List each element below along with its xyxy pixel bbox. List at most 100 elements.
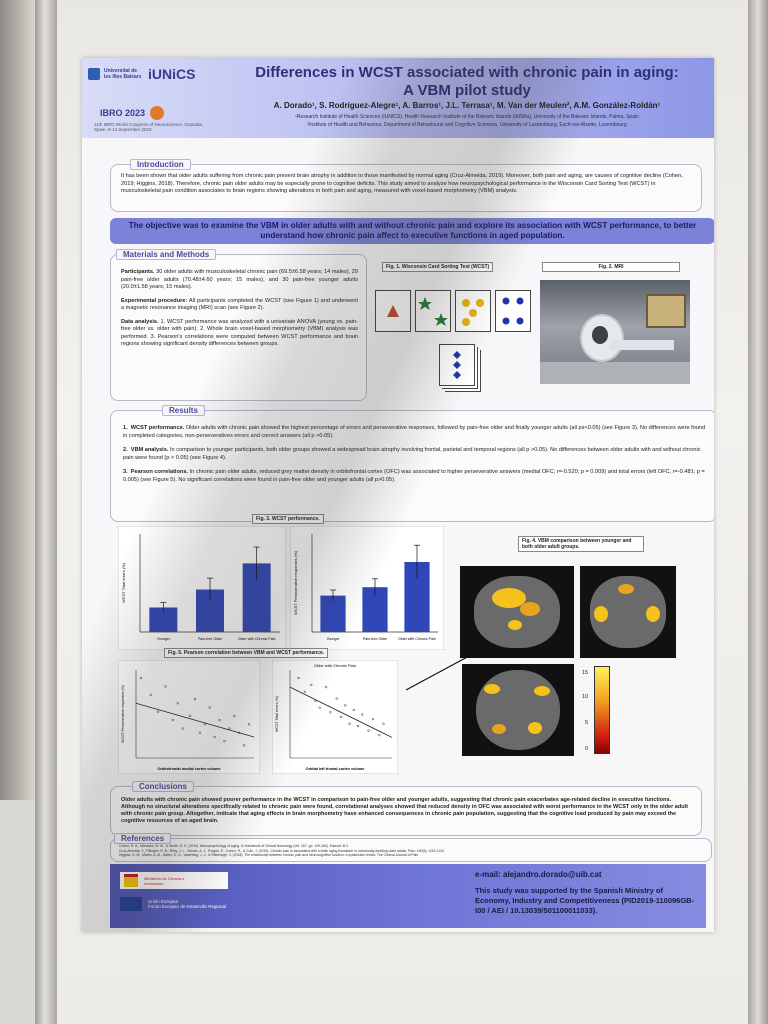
board-frame-right bbox=[748, 0, 768, 1024]
fig5-scatter-left-ofc: Older with Chronic Pain Orbital left fron… bbox=[272, 660, 398, 774]
congress-subtitle: 11th IBRO World Congress of Neuroscience… bbox=[94, 122, 204, 132]
conclusions-box: Older adults with chronic pain showed po… bbox=[110, 786, 702, 836]
x-tick-label: Younger bbox=[157, 637, 171, 641]
vbm-colorbar bbox=[594, 666, 610, 754]
eu-label: Unión Europea bbox=[148, 899, 179, 904]
x-tick-label: Pain-free Older bbox=[198, 637, 223, 641]
methods-heading: Materials and Methods bbox=[116, 249, 217, 260]
reference-item: Cohen, R. A., Marsiske, M. M., & Smith, … bbox=[119, 844, 349, 848]
chart-title: Older with Chronic Pain bbox=[314, 663, 356, 668]
x-tick-label: Pain-free Older bbox=[363, 637, 388, 641]
scatter-point bbox=[149, 693, 152, 696]
scatter-point bbox=[371, 717, 375, 721]
scatter-point bbox=[310, 683, 313, 687]
fig5-caption: Fig. 5. Pearson correlation between VBM … bbox=[164, 648, 329, 658]
y-axis-label: WCST Total errors (%) bbox=[275, 696, 279, 732]
wcst-card-3 bbox=[455, 290, 491, 332]
scatter-point bbox=[367, 729, 370, 732]
wcst-deck-back bbox=[439, 344, 475, 386]
scatter-point bbox=[198, 731, 202, 734]
methods-box: Participants. 30 older adults with muscu… bbox=[110, 254, 367, 401]
authors: A. Dorado¹, S. Rodríguez-Alegre¹, A. Bar… bbox=[273, 101, 661, 110]
x-axis-label: Orbital left frontal cortex volume bbox=[306, 767, 365, 771]
board-frame-left bbox=[35, 0, 57, 1024]
scatter-point bbox=[378, 733, 381, 737]
result1-text: Older adults with chronic pain showed th… bbox=[123, 425, 706, 439]
trend-line bbox=[135, 702, 255, 738]
result1-label: WCST performance. bbox=[130, 425, 185, 431]
poster-title: Differences in WCST associated with chro… bbox=[255, 64, 679, 99]
introduction-text: It has been shown that older adults suff… bbox=[121, 173, 683, 194]
fig3-bar-chart-total-errors: WCST Total errors (%) Younger Pain-free Ol… bbox=[118, 526, 286, 650]
result3-label: Pearson correlations. bbox=[130, 469, 188, 475]
poster-footer: Ministerio de Ciencia e Innovación Unión… bbox=[110, 864, 706, 928]
result2-text: In comparison to younger participants, b… bbox=[123, 447, 701, 461]
scatter-point bbox=[344, 704, 347, 707]
colorbar-tick: 15 bbox=[582, 670, 589, 676]
scatter-point bbox=[335, 697, 338, 700]
affiliations: ¹Research Institute of Health Sciences (… bbox=[295, 114, 639, 128]
wcst-card-2 bbox=[415, 290, 451, 332]
fig1-caption: Fig. 1. Wisconsin Card Sorting Test (WCS… bbox=[382, 262, 494, 272]
spain-flag-icon bbox=[124, 874, 138, 887]
x-tick-label: Younger bbox=[326, 637, 340, 641]
result3-text: In chronic pain older adults, reduced gr… bbox=[123, 469, 705, 483]
scatter-point bbox=[243, 744, 246, 747]
introduction-heading: Introduction bbox=[130, 159, 191, 170]
fig4-caption: Fig. 4. VBM comparison between younger a… bbox=[518, 536, 644, 552]
scatter-point bbox=[208, 706, 211, 709]
analysis-text: 1. WCST performance was analyzed with a … bbox=[121, 318, 358, 348]
scatter-point bbox=[223, 740, 226, 743]
scatter-point bbox=[339, 715, 343, 719]
x-tick-label: Older with Chronic Pain bbox=[238, 637, 276, 641]
y-axis-label: WCST Perseverative responses (%) bbox=[121, 685, 125, 743]
ibro-emblem-icon bbox=[150, 106, 165, 120]
colorbar-tick: 5 bbox=[585, 720, 589, 726]
ministry-name: Ministerio de Ciencia e Innovación bbox=[144, 875, 185, 886]
bar bbox=[320, 595, 346, 632]
eu-flag-icon bbox=[120, 897, 142, 911]
scatter-point bbox=[193, 697, 197, 701]
scatter-point bbox=[203, 723, 206, 726]
fig2-caption: Fig. 2. MRI bbox=[542, 262, 680, 272]
colorbar-tick: 10 bbox=[582, 694, 589, 700]
conclusions-text: Older adults with chronic pain showed po… bbox=[121, 797, 688, 824]
scatter-point bbox=[139, 676, 143, 680]
eu-fund-label: Fondo Europeo de Desarrollo Regional bbox=[148, 904, 227, 909]
scatter-point bbox=[176, 702, 179, 705]
reference-item: Higgins, D. M., Martin, A. M., Baker, D.… bbox=[119, 853, 420, 858]
introduction-box: It has been shown that older adults suff… bbox=[110, 164, 702, 212]
scatter-point bbox=[352, 708, 355, 712]
conclusions-heading: Conclusions bbox=[132, 781, 195, 792]
x-tick-label: Older with Chronic Pain bbox=[398, 637, 436, 641]
scatter-point bbox=[164, 685, 167, 688]
references-box: Cohen, R. A., Marsiske, M. M., & Smith, … bbox=[110, 838, 712, 862]
references-heading: References bbox=[114, 833, 172, 844]
scatter-point bbox=[156, 710, 160, 713]
participants-label: Participants. bbox=[121, 269, 155, 275]
scatter-point bbox=[171, 718, 175, 722]
procedure-text: All participants completed the WCST (see… bbox=[121, 297, 358, 312]
poster: Universitat de les Illes Balears iUNiCS … bbox=[82, 58, 714, 932]
uib-logo-icon bbox=[88, 68, 100, 80]
y-axis-label: WCST Perseverative responses (%) bbox=[293, 550, 298, 615]
scatter-point bbox=[218, 718, 221, 722]
scatter-point bbox=[228, 727, 231, 730]
contact-email: e-mail: alejandro.dorado@uib.cat bbox=[475, 870, 602, 879]
scatter-point bbox=[188, 714, 192, 718]
chart-frame bbox=[272, 660, 398, 774]
brain-sagittal-image bbox=[460, 566, 574, 658]
scatter-point bbox=[348, 722, 351, 725]
scatter-point bbox=[329, 711, 332, 714]
results-heading: Results bbox=[162, 405, 205, 416]
trend-line bbox=[289, 686, 393, 738]
university-name: Universitat de les Illes Balears bbox=[104, 68, 142, 80]
university-logos: Universitat de les Illes Balears iUNiCS bbox=[88, 66, 228, 82]
wcst-card-1 bbox=[375, 290, 411, 332]
analysis-label: Data analysis. bbox=[121, 318, 159, 325]
results-box: 1. WCST performance. Older adults with c… bbox=[110, 410, 714, 522]
brain-axial-image bbox=[462, 664, 574, 756]
scatter-point bbox=[324, 685, 328, 689]
objective-banner: The objective was to examine the VBM in … bbox=[110, 218, 714, 244]
scatter-point bbox=[303, 690, 307, 693]
